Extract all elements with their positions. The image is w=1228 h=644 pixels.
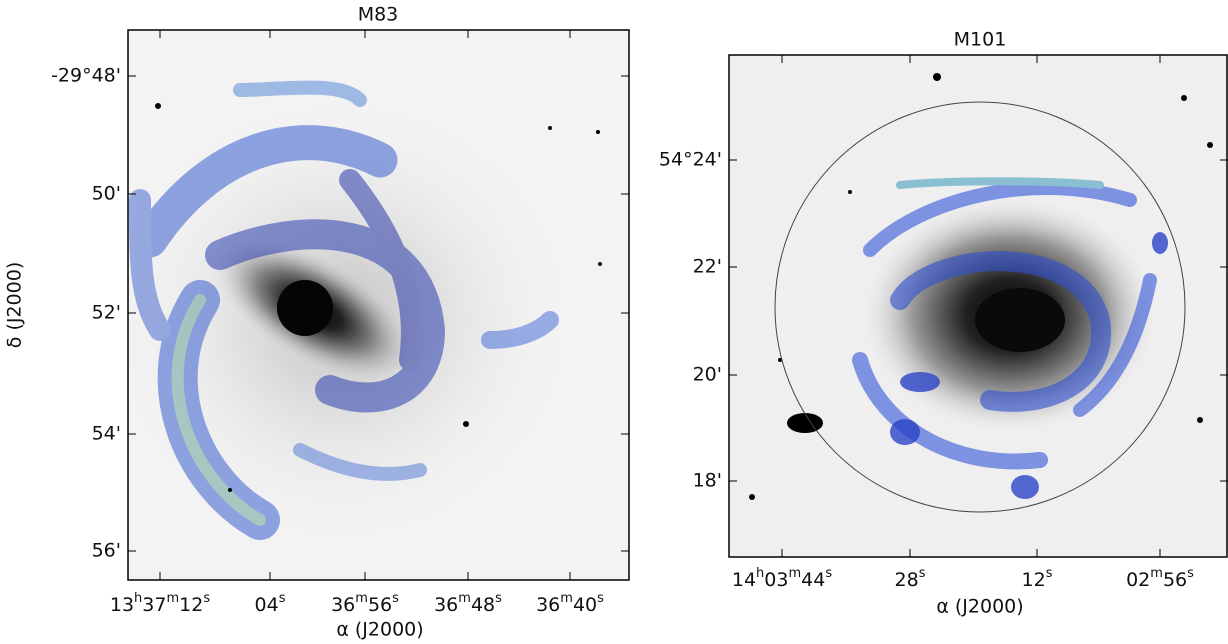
x-tick-part: 44 [801,569,825,591]
y-tick-label: 52' [92,302,121,324]
x-tick-part: 40 [573,594,597,616]
y-tick-label: 50' [92,183,121,205]
x-tick-part: s [392,591,399,606]
panel-title: M83 [358,4,399,26]
x-tick-part: s [919,566,926,581]
m101-image [729,55,1228,557]
x-tick-part: 12 [1022,569,1046,591]
x-tick-label: 28s [895,566,926,591]
y-tick-label: 54' [92,423,121,445]
x-axis-label: α (J2000) [336,619,423,641]
x-tick-part: 36 [434,594,458,616]
x-tick-part: 56 [368,594,392,616]
x-tick-part: 37 [142,594,166,616]
x-tick-label: 36m48s [434,591,502,616]
x-tick-label: 36m40s [536,591,604,616]
x-tick-part: 48 [471,594,495,616]
x-tick-part: s [597,591,604,606]
x-tick-part: 02 [1126,569,1150,591]
y-tick-label: 22' [693,256,722,278]
y-tick-label: 56' [92,540,121,562]
x-tick-part: 12 [179,594,203,616]
y-axis-label: δ (J2000) [4,262,26,348]
ticks: -29°48'50'52'54'56'13h37m12s 04s 36m56s 36m… [51,30,1228,616]
x-tick-part: h [134,591,142,606]
x-tick-part: 36 [536,594,560,616]
x-tick-part: 04 [255,594,279,616]
panel-title: M101 [954,29,1007,51]
x-tick-label: 14h03m44s [732,566,832,591]
m83-frame [127,29,630,581]
x-tick-part: s [1046,566,1053,581]
m83-image [128,30,629,580]
x-tick-label: 04s [255,591,286,616]
m101-frame [728,54,1228,558]
x-tick-part: m [458,591,471,606]
x-tick-part: m [560,591,573,606]
y-tick-label: 54°24' [659,149,722,171]
x-tick-part: s [1187,566,1194,581]
x-tick-part: 56 [1163,569,1187,591]
x-tick-part: 03 [764,569,788,591]
y-tick-label: 18' [693,470,722,492]
x-tick-label: 12s [1022,566,1053,591]
x-tick-part: 28 [895,569,919,591]
y-tick-label: -29°48' [51,65,121,87]
x-tick-part: 36 [331,594,355,616]
x-tick-part: s [279,591,286,606]
x-tick-part: 13 [110,594,134,616]
x-tick-label: 02m56s [1126,566,1194,591]
x-tick-part: m [1150,566,1163,581]
x-axis-label: α (J2000) [936,596,1023,618]
x-tick-part: s [495,591,502,606]
x-tick-part: s [825,566,832,581]
x-tick-part: m [355,591,368,606]
x-tick-part: m [788,566,801,581]
x-tick-part: h [756,566,764,581]
x-tick-part: s [203,591,210,606]
x-tick-label: 13h37m12s [110,591,210,616]
x-tick-part: m [166,591,179,606]
y-tick-label: 20' [693,364,722,386]
x-tick-label: 36m56s [331,591,399,616]
x-tick-part: 14 [732,569,756,591]
